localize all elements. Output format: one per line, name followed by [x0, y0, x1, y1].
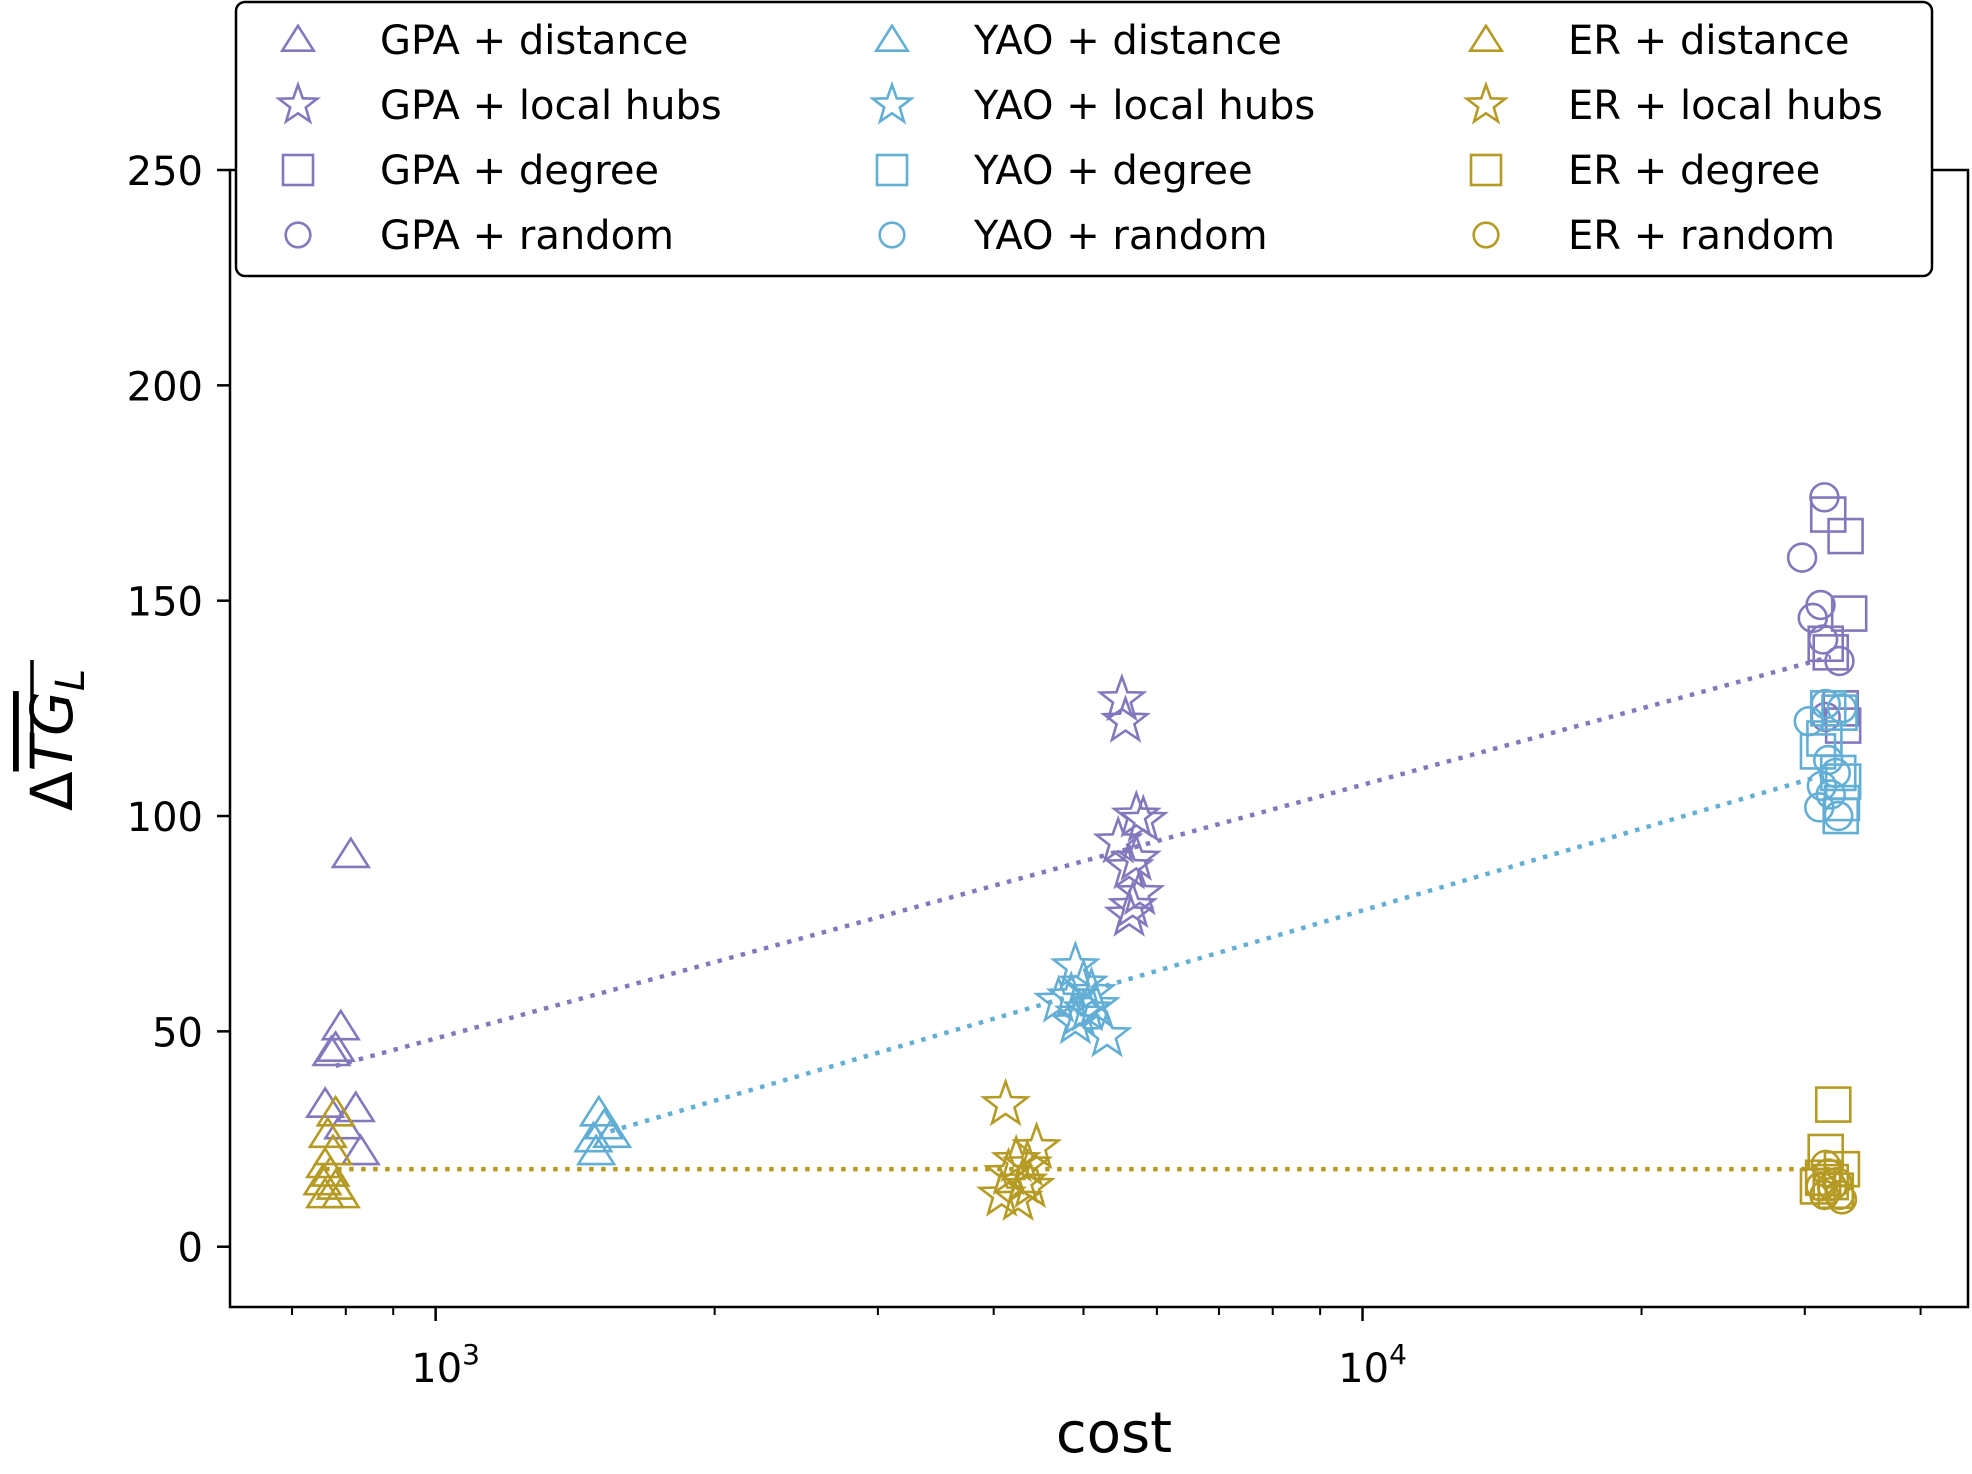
legend-label: ER + random [1568, 213, 1835, 259]
series-gpa-distance [304, 836, 381, 1166]
y-tick-label: 50 [152, 1010, 203, 1056]
legend-marker [878, 221, 906, 249]
series-yao-distance [573, 1094, 633, 1166]
legend-marker [281, 153, 315, 187]
data-point [1110, 832, 1162, 881]
data-point [1824, 645, 1855, 677]
legend-marker [1472, 221, 1500, 249]
data-point [1793, 706, 1825, 737]
data-point [1806, 770, 1838, 802]
legend-label: GPA + distance [380, 18, 688, 64]
legend-label: YAO + degree [973, 148, 1253, 194]
legend-label: YAO + local hubs [973, 83, 1315, 129]
legend-label: GPA + random [380, 213, 674, 259]
data-point [573, 1120, 614, 1153]
data-point [992, 1172, 1044, 1222]
data-point [320, 1176, 361, 1209]
fit-line-yao [598, 770, 1832, 1137]
data-point [591, 1116, 633, 1149]
data-point [575, 1133, 617, 1166]
y-tick-label: 200 [127, 364, 203, 410]
legend-marker [284, 221, 312, 249]
series-er-local-hubs [976, 1077, 1063, 1222]
legend-label: YAO + random [973, 213, 1268, 259]
data-point [1786, 542, 1818, 573]
data-point [1049, 995, 1101, 1045]
data-point [1004, 1159, 1056, 1209]
plot-frame [228, 168, 1970, 1309]
legend-marker [279, 23, 317, 52]
data-point [1117, 793, 1169, 843]
data-point [1824, 1179, 1855, 1211]
data-point [1066, 965, 1117, 1015]
data-point [1809, 482, 1840, 513]
legend: GPA + distance GPA + local hubs GPA + degr… [234, 0, 1934, 278]
data-point [1069, 978, 1121, 1028]
series-er-random [1805, 1149, 1858, 1215]
data-point [1822, 800, 1854, 832]
data-point [1826, 1184, 1858, 1215]
y-axis-label: ΔTGL [18, 669, 94, 811]
y-axis: 0 50 100 150 200 250 [127, 149, 230, 1272]
legend-label: ER + degree [1568, 148, 1820, 194]
data-point [976, 1168, 1028, 1217]
data-point [1827, 517, 1864, 555]
data-point [1107, 879, 1159, 929]
legend-marker [1467, 23, 1505, 52]
series-yao-local-hubs [1033, 939, 1133, 1058]
data-point [1114, 866, 1166, 916]
legend-marker [1462, 80, 1510, 125]
data-point [320, 1008, 361, 1041]
y-tick-label: 0 [178, 1226, 203, 1272]
legend-label: ER + distance [1568, 18, 1850, 64]
data-point [980, 1077, 1032, 1127]
x-tick-label: 103 [411, 1338, 480, 1392]
data-point [1804, 792, 1835, 823]
legend-label: ER + local hubs [1568, 83, 1883, 129]
legend-marker [868, 80, 916, 125]
data-point [1100, 694, 1151, 743]
legend-marker [875, 153, 909, 187]
data-point [1809, 1179, 1840, 1211]
series-er-distance [302, 1094, 361, 1209]
data-point [304, 1085, 346, 1118]
series-gpa-random [1786, 482, 1855, 733]
y-tick-label: 100 [127, 795, 203, 841]
data-point [1081, 1008, 1133, 1058]
legend-marker [873, 23, 911, 52]
data-point [330, 836, 372, 869]
data-point [1807, 624, 1839, 655]
x-axis-label: cost [1056, 1401, 1172, 1466]
data-point [1033, 974, 1085, 1023]
series-yao-random [1793, 688, 1858, 832]
data-point [1810, 688, 1841, 720]
data-point [1814, 1086, 1852, 1123]
data-point [315, 1094, 356, 1127]
data-points [302, 482, 1868, 1222]
data-point [302, 1163, 343, 1196]
data-point [1826, 693, 1858, 724]
x-tick-label: 104 [1338, 1338, 1407, 1392]
data-point [1805, 589, 1836, 621]
data-point [1812, 634, 1850, 671]
y-tick-label: 150 [127, 580, 203, 626]
data-point [578, 1094, 620, 1127]
legend-marker [274, 80, 322, 125]
legend-label: GPA + degree [380, 148, 659, 194]
data-point [340, 1133, 381, 1166]
series-gpa-local-hubs [1092, 672, 1169, 937]
data-point [307, 1116, 349, 1149]
data-point [311, 1034, 352, 1067]
x-axis: 103 104 [291, 1307, 1922, 1392]
fit-lines [325, 654, 1844, 1172]
legend-box [234, 0, 1934, 278]
legend-marker [1469, 153, 1503, 187]
y-tick-label: 250 [127, 149, 203, 195]
data-point [1110, 789, 1162, 838]
legend-label: GPA + local hubs [380, 83, 722, 129]
data-point [335, 1090, 376, 1123]
legend-label: YAO + distance [973, 18, 1282, 64]
